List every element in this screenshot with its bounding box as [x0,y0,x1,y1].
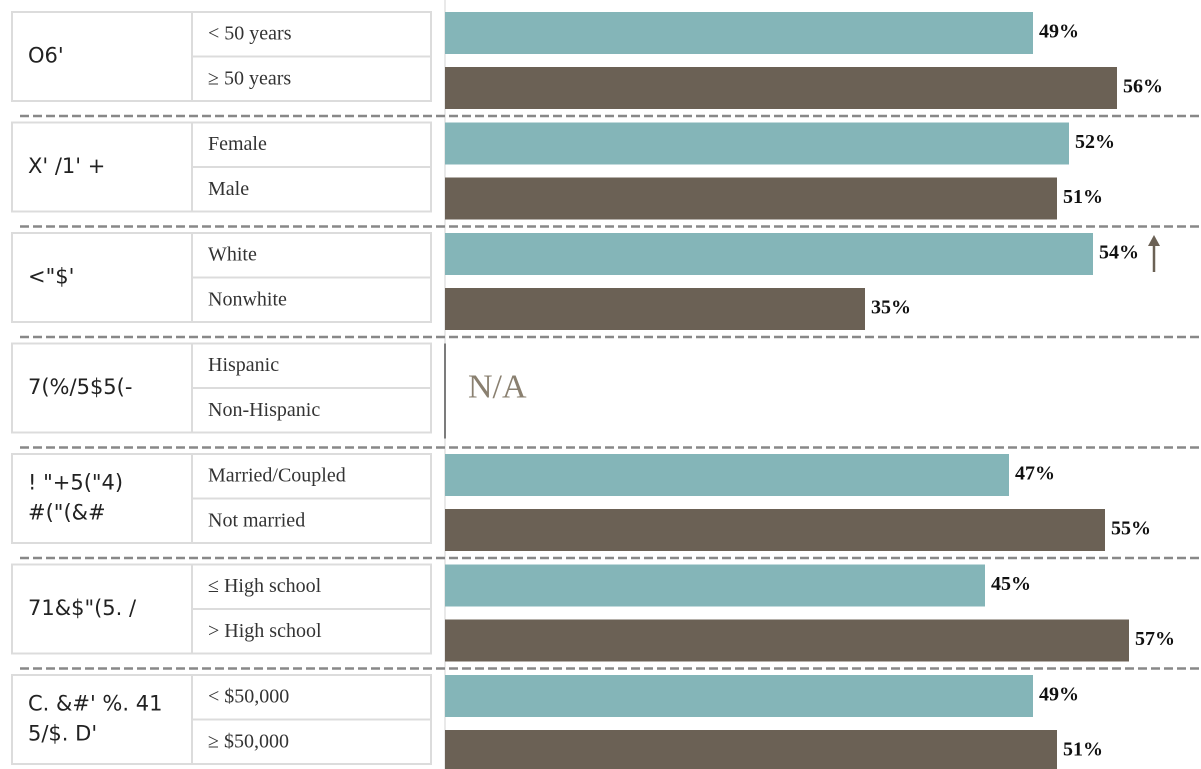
value-label: 35% [871,297,911,319]
value-label: 47% [1015,463,1055,485]
value-label: 51% [1063,739,1103,761]
category-label: Hispanic [208,354,279,376]
bar [445,619,1129,662]
bar [445,564,985,607]
bar [445,675,1033,717]
value-label: 45% [991,573,1031,595]
category-label: Non-Hispanic [208,399,320,421]
bar [445,177,1057,220]
category-label: Married/Coupled [208,465,346,487]
category-label: Female [208,133,267,155]
value-label: 56% [1123,76,1163,98]
group-label: <"$' [28,265,74,289]
category-label: > High school [208,620,322,642]
bar [445,730,1057,769]
group-label: 7(%/5$5(- [28,375,132,399]
category-label: Male [208,178,249,200]
category-label: ≥ 50 years [208,68,291,90]
bar [445,122,1069,165]
category-label: < 50 years [208,23,292,45]
group-label: ! "+5("4) [28,471,123,495]
value-label: 54% [1099,242,1139,264]
bar [445,288,865,330]
bar [445,12,1033,54]
group-label: X' /1' + [28,154,105,178]
category-label: Nonwhite [208,289,287,311]
category-label: Not married [208,510,305,532]
group-label: #("(&# [28,501,106,525]
value-label: 52% [1075,131,1115,153]
group-label: O6' [28,44,64,68]
category-label: White [208,244,257,266]
bar [445,454,1009,496]
category-label: < $50,000 [208,686,289,708]
group-label: C. &#' %. 41 [28,692,162,716]
value-label: 55% [1111,518,1151,540]
bar [445,233,1093,275]
value-label: 49% [1039,684,1079,706]
bar [445,67,1117,109]
group-label: 71&$"(5. / [28,596,137,620]
bar [445,509,1105,551]
value-label: 51% [1063,186,1103,208]
group-label: 5/$. D' [28,722,97,746]
value-label: 57% [1135,628,1175,650]
value-label: 49% [1039,21,1079,43]
na-label: N/A [468,368,527,405]
trend-arrow [1148,235,1160,272]
category-label: ≤ High school [208,575,322,597]
category-label: ≥ $50,000 [208,731,289,753]
